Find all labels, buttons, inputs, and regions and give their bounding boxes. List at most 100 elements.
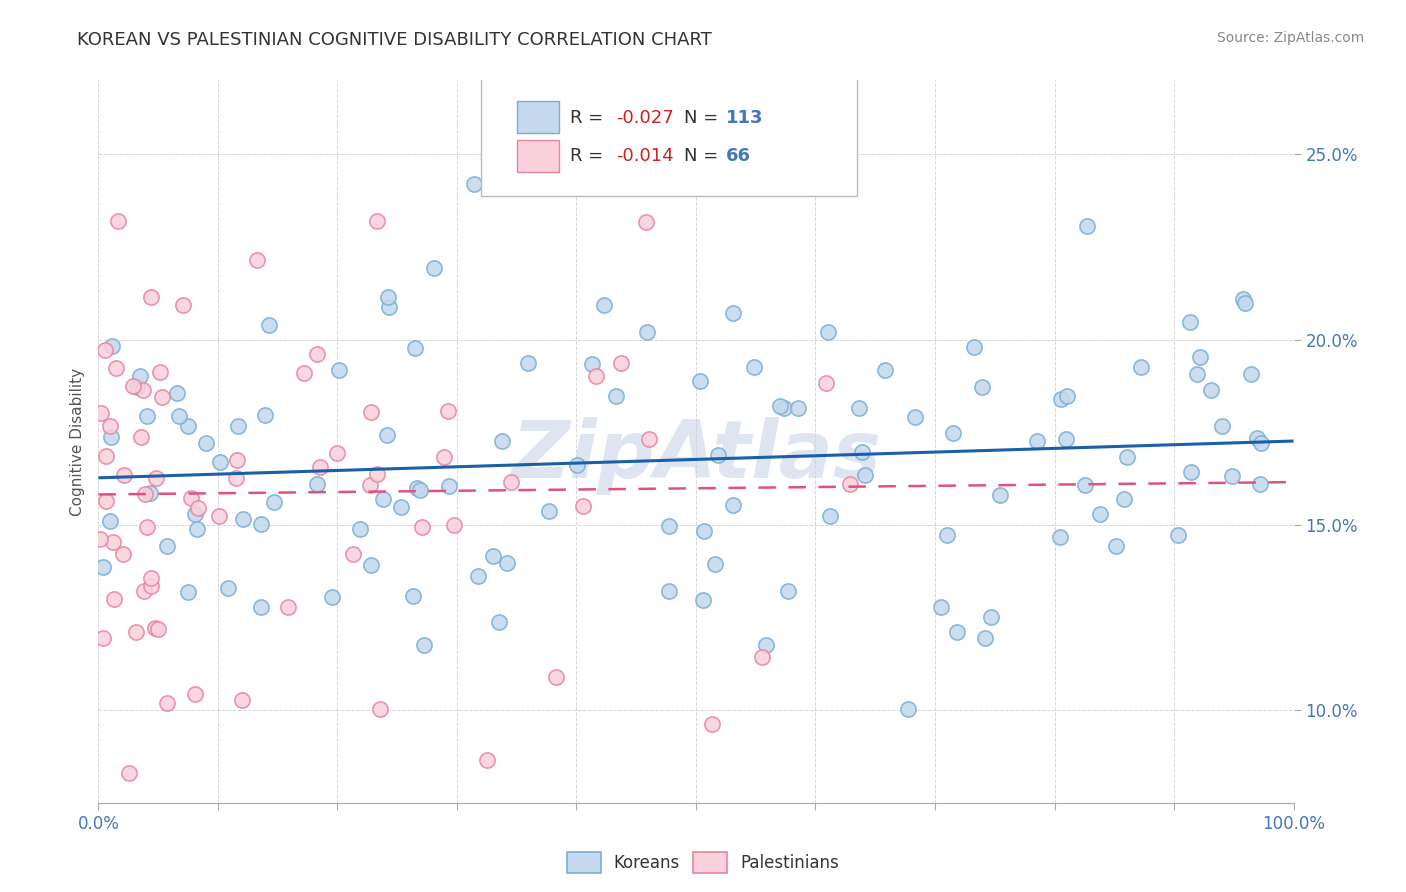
Point [605,389,627,403]
Point [402,589,425,603]
Point [636,325,658,339]
Point [972,380,994,394]
Text: Source: ZipAtlas.com: Source: ZipAtlas.com [1216,31,1364,45]
Point [292,367,315,381]
Point [721,306,744,320]
Point [848,401,870,415]
Point [360,405,382,419]
Point [124,624,146,639]
Point [139,290,162,304]
Point [1073,478,1095,492]
Point [1049,530,1071,544]
Point [1220,469,1243,483]
Point [307,346,329,360]
Point [91,560,114,574]
Point [101,339,124,353]
Text: 66: 66 [725,147,751,165]
Point [89,532,111,546]
Point [433,450,456,464]
Point [91,632,114,646]
Point [231,693,253,707]
FancyBboxPatch shape [517,139,558,172]
Point [1076,219,1098,233]
Point [593,298,616,312]
Point [217,581,239,595]
Point [187,500,209,515]
Point [721,498,744,512]
Point [389,500,412,514]
Point [818,509,841,524]
Point [246,253,269,268]
Text: -0.027: -0.027 [616,109,673,127]
FancyBboxPatch shape [517,101,558,133]
Point [1088,507,1111,521]
Point [263,495,285,509]
Point [1232,292,1254,306]
Point [946,624,969,639]
Point [250,600,273,615]
Point [321,590,343,604]
Point [250,517,273,532]
Point [853,468,876,483]
Text: R =: R = [571,109,609,127]
Point [689,374,711,388]
Point [359,477,381,491]
Point [172,298,194,312]
Point [406,481,429,495]
Point [366,467,388,482]
Point [349,522,371,536]
Point [585,368,607,383]
Point [128,368,150,383]
Point [1246,431,1268,445]
Point [225,453,247,467]
Point [177,585,200,599]
Point [1233,296,1256,310]
Point [1115,450,1137,464]
Point [373,491,395,506]
Point [581,357,603,371]
Point [409,483,432,497]
Point [307,477,329,491]
Point [565,458,588,473]
Point [122,378,145,392]
Point [988,487,1011,501]
Point [751,650,773,665]
Point [94,494,117,508]
Point [231,512,253,526]
Point [135,409,157,423]
Point [1056,389,1078,403]
Point [873,362,896,376]
Point [838,477,860,491]
Point [143,621,166,635]
Point [98,419,121,434]
Point [609,355,631,369]
Point [437,404,460,418]
Point [501,475,523,489]
Point [96,449,118,463]
Point [325,446,347,460]
Point [496,556,519,570]
Point [1187,368,1209,382]
Point [1167,528,1189,542]
Point [360,558,382,573]
Point [463,177,485,191]
Point [1050,392,1073,407]
Point [537,504,560,518]
Point [209,455,232,469]
Point [169,409,191,423]
Point [328,362,350,376]
Point [1104,539,1126,553]
Point [634,215,657,229]
Point [180,491,202,506]
Point [1239,367,1261,381]
Point [404,341,426,355]
Point [544,670,567,684]
Point [817,325,839,339]
Point [942,426,965,441]
Point [897,701,920,715]
Point [375,427,398,442]
Point [703,557,725,571]
Point [135,520,157,534]
Point [208,509,231,524]
Point [773,401,796,415]
